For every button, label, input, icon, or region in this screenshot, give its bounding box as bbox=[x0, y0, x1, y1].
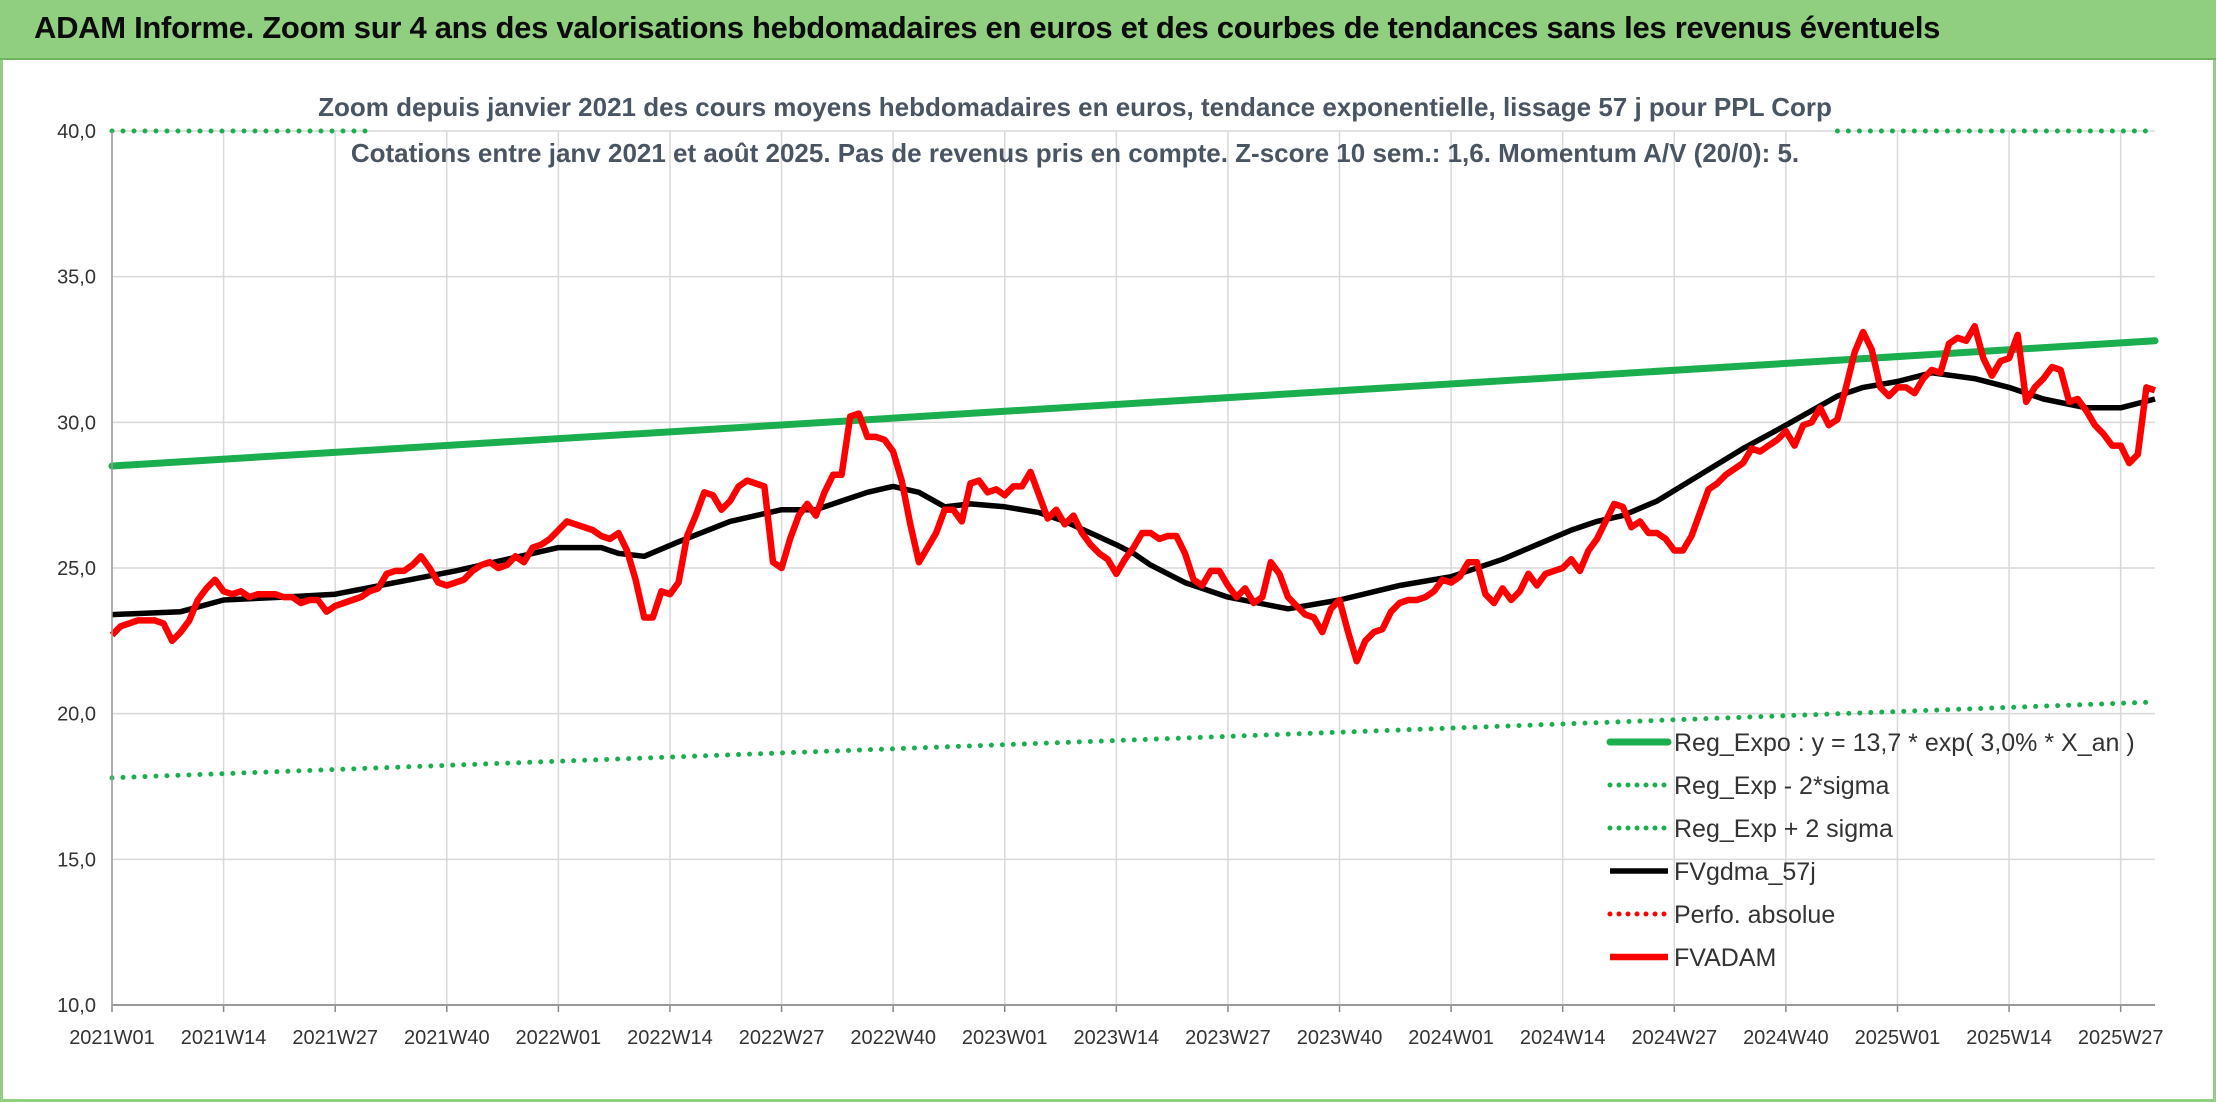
y-tick-label: 15,0 bbox=[57, 849, 96, 871]
chart-subtitle: Cotations entre janv 2021 et août 2025. … bbox=[351, 138, 1799, 168]
chart-axes: 10,0 15,0 20,0 25,0 30,0 35,0 40,0 2021W01 2021W… bbox=[57, 121, 2163, 1049]
legend-label: Perfo. absolue bbox=[1674, 901, 1835, 929]
x-tick-label: 2024W40 bbox=[1743, 1027, 1829, 1049]
x-tick-label: 2022W40 bbox=[850, 1027, 936, 1049]
y-tick-label: 20,0 bbox=[57, 704, 96, 726]
series-line bbox=[108, 337, 2159, 470]
x-tick-label: 2021W14 bbox=[181, 1027, 267, 1049]
x-tick-label: 2023W40 bbox=[1297, 1027, 1383, 1049]
frame-right-edge bbox=[2213, 60, 2216, 1102]
legend-label: Reg_Expo : y = 13,7 * exp( 3,0% * X_an ) bbox=[1674, 729, 2135, 757]
series-line bbox=[109, 322, 2157, 665]
x-tick-label: 2025W27 bbox=[2078, 1027, 2164, 1049]
chart-series bbox=[108, 128, 2159, 781]
frame-bottom-edge bbox=[0, 1099, 2216, 1102]
chart-legend: Reg_Expo : y = 13,7 * exp( 3,0% * X_an )… bbox=[1606, 729, 2135, 972]
x-tick-label: 2024W14 bbox=[1520, 1027, 1606, 1049]
report-title: ADAM Informe. Zoom sur 4 ans des valoris… bbox=[34, 10, 1941, 45]
x-tick-label: 2021W01 bbox=[69, 1027, 155, 1049]
x-tick-label: 2023W14 bbox=[1074, 1027, 1160, 1049]
x-tick-label: 2023W01 bbox=[962, 1027, 1048, 1049]
y-tick-label: 10,0 bbox=[57, 995, 96, 1017]
y-tick-label: 35,0 bbox=[57, 267, 96, 289]
series-line bbox=[111, 370, 2156, 618]
legend-label: FVADAM bbox=[1674, 944, 1776, 972]
y-tick-label: 30,0 bbox=[57, 412, 96, 434]
legend-label: FVgdma_57j bbox=[1674, 858, 1816, 886]
legend-label: Reg_Exp + 2 sigma bbox=[1674, 815, 1893, 843]
x-tick-label: 2022W14 bbox=[627, 1027, 713, 1049]
y-tick-label: 25,0 bbox=[57, 558, 96, 580]
chart-grid bbox=[111, 130, 2155, 1006]
x-tick-label: 2025W14 bbox=[1966, 1027, 2052, 1049]
legend-label: Reg_Exp - 2*sigma bbox=[1674, 772, 1889, 800]
x-tick-label: 2022W01 bbox=[516, 1027, 602, 1049]
series-line bbox=[109, 699, 2158, 781]
chart-title: Zoom depuis janvier 2021 des cours moyen… bbox=[318, 92, 1832, 122]
frame-left-edge bbox=[0, 60, 3, 1102]
x-tick-label: 2021W27 bbox=[292, 1027, 378, 1049]
x-tick-label: 2022W27 bbox=[739, 1027, 825, 1049]
report-banner: ADAM Informe. Zoom sur 4 ans des valoris… bbox=[0, 0, 2216, 60]
x-tick-label: 2023W27 bbox=[1185, 1027, 1271, 1049]
x-tick-label: 2025W01 bbox=[1855, 1027, 1941, 1049]
x-tick-label: 2024W27 bbox=[1631, 1027, 1717, 1049]
x-tick-label: 2024W01 bbox=[1408, 1027, 1494, 1049]
x-tick-label: 2021W40 bbox=[404, 1027, 490, 1049]
y-tick-label: 40,0 bbox=[57, 121, 96, 143]
